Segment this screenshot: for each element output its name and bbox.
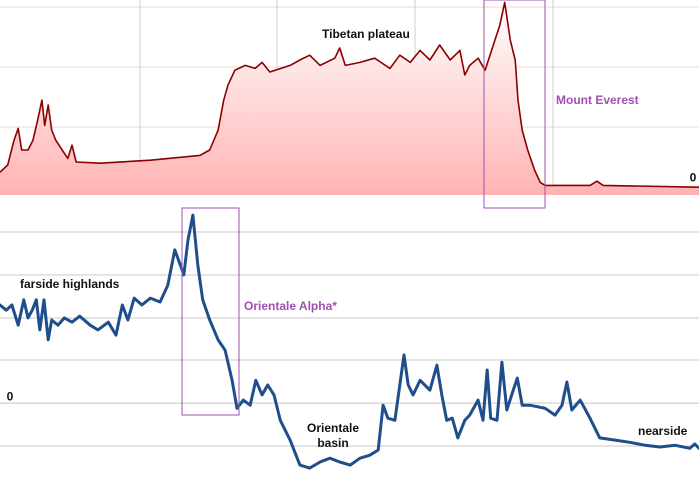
highlight-box: [483, 0, 546, 209]
area-fill: [0, 2, 699, 196]
annotation: Orientale basin: [306, 421, 360, 450]
annotation: Orientale Alpha*: [244, 299, 337, 313]
annotation: Tibetan plateau: [322, 27, 410, 41]
annotation: nearside: [638, 424, 688, 438]
annotation: Mount Everest: [556, 93, 639, 107]
profile-line: [0, 213, 699, 470]
area-line: [0, 1, 699, 188]
y-tick-label: 0: [690, 170, 697, 184]
highlight-box: [181, 207, 240, 416]
y-tick-label: 0: [7, 389, 14, 403]
annotation: farside highlands: [20, 277, 120, 291]
bottom-grid: [0, 231, 699, 447]
